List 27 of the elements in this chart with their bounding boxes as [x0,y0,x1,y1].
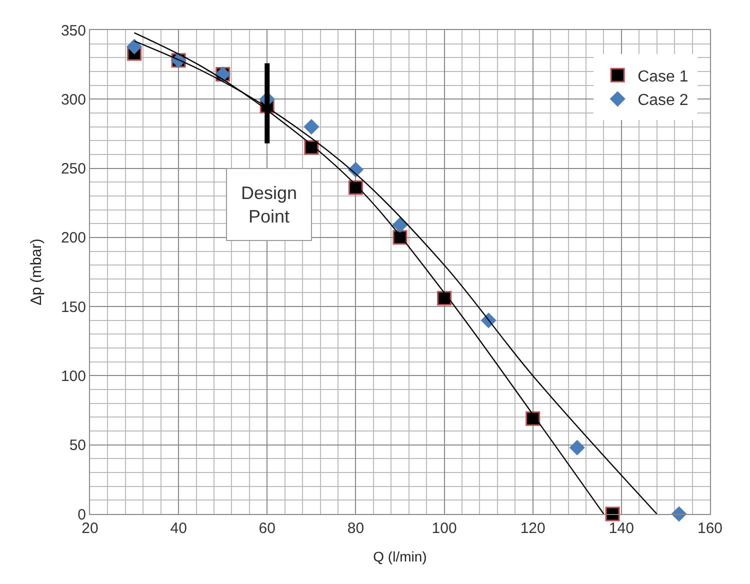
y-tick-label: 100 [60,368,86,385]
x-axis-title: Q (l/min) [373,548,427,564]
point [569,440,585,456]
x-tick-label: 80 [347,520,364,537]
x-tick-label: 120 [520,520,546,537]
y-tick-label: 300 [60,91,86,108]
y-axis-title: Δp (mbar) [28,238,46,306]
legend-label: Case 2 [638,92,688,110]
point [304,119,320,135]
y-tick-label: 250 [60,160,86,178]
x-tick-label: 60 [258,520,276,537]
point [126,38,142,54]
point [526,411,540,426]
x-tick-label: 100 [432,520,457,537]
y-tick-label: 350 [60,22,86,40]
legend-label: Case 1 [638,68,688,86]
x-tick-label: 40 [170,520,187,537]
point [348,180,363,195]
point [605,506,620,522]
y-tick-label: 200 [60,230,86,247]
x-tick-label: 160 [697,520,723,537]
point [392,217,408,233]
y-tick-label: 150 [60,298,86,316]
annotation: Design Point [241,183,298,226]
point [437,291,452,306]
x-tick-label: 140 [608,520,634,537]
y-tick-label: 50 [69,437,86,454]
